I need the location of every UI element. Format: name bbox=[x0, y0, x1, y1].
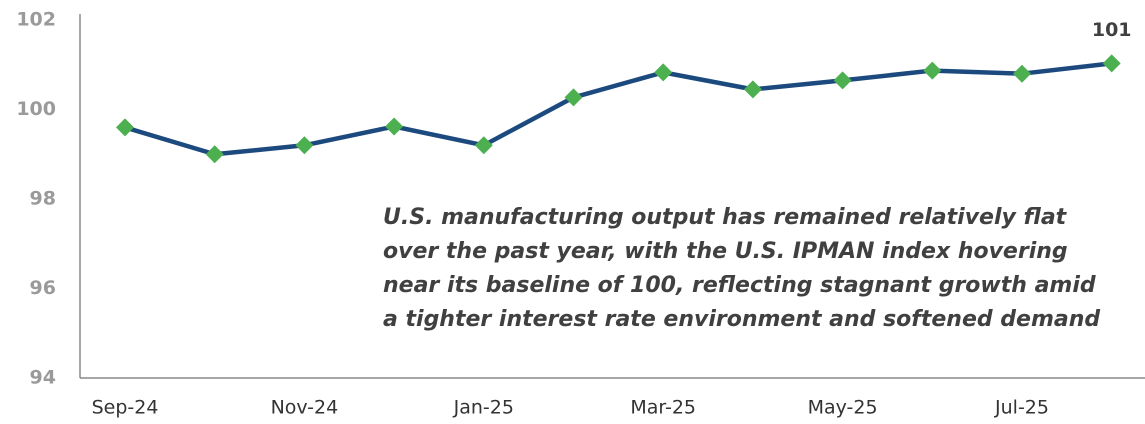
marker bbox=[1102, 54, 1121, 73]
marker bbox=[833, 71, 852, 90]
x-tick-label: Jul-25 bbox=[994, 397, 1049, 419]
marker bbox=[385, 117, 404, 136]
marker bbox=[923, 61, 942, 80]
y-tick-label: 98 bbox=[30, 188, 56, 210]
value-label: 101 bbox=[1092, 19, 1132, 41]
y-tick-label: 96 bbox=[30, 277, 56, 299]
y-tick-label: 100 bbox=[16, 98, 56, 120]
line bbox=[124, 61, 1112, 157]
annotation: over the past year, with the U.S. IPMAN … bbox=[383, 239, 1068, 264]
y-tick-label: 102 bbox=[16, 9, 56, 31]
x-tick-label: Nov-24 bbox=[271, 397, 339, 419]
y-tick-label: 94 bbox=[30, 367, 56, 389]
marker bbox=[205, 145, 224, 164]
marker bbox=[295, 136, 314, 155]
annotation: near its baseline of 100, reflecting sta… bbox=[383, 273, 1096, 298]
annotation: U.S. manufacturing output has remained r… bbox=[383, 205, 1068, 230]
marker bbox=[1013, 64, 1031, 83]
marker bbox=[474, 136, 493, 155]
marker bbox=[116, 118, 134, 137]
marker bbox=[564, 88, 583, 107]
annotation: a tighter interest rate environment and … bbox=[383, 307, 1100, 332]
x-tick-label: May-25 bbox=[808, 397, 878, 419]
x-tick-label: Jan-25 bbox=[453, 397, 514, 419]
x-tick-label: Mar-25 bbox=[630, 397, 696, 419]
x-tick-label: Sep-24 bbox=[92, 397, 159, 419]
marker bbox=[743, 80, 762, 99]
marker bbox=[654, 63, 673, 82]
